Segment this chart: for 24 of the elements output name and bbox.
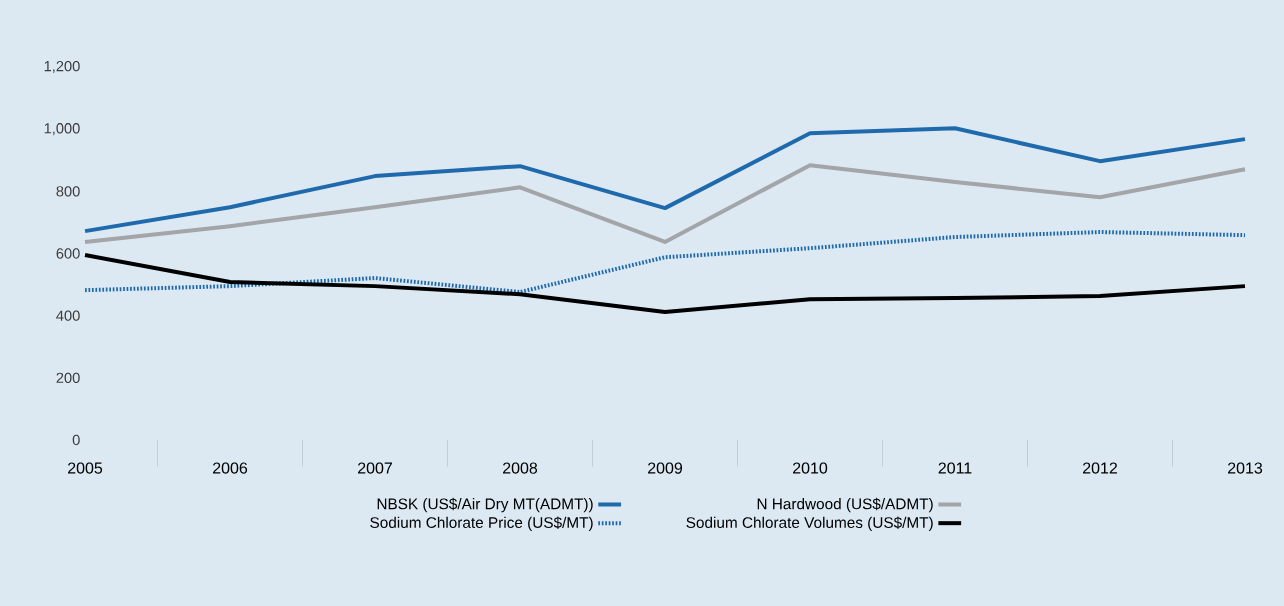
x-tick-label: 2008 [503,462,538,474]
x-tick-label: 2006 [213,462,248,474]
legend-label: Sodium Chlorate Price (US$/MT) [370,516,593,532]
line-series [83,163,1247,244]
line-series [83,230,1247,295]
line-series [83,126,1247,234]
x-tick-label: 2007 [358,462,392,474]
y-tick-label: 1,000 [44,123,80,136]
y-tick-label: 400 [56,310,80,321]
legend-label: Sodium Chlorate Volumes (US$/MT) [686,516,933,532]
x-tick-label: 2010 [793,462,828,474]
legend-label: N Hardwood (US$/ADMT) [757,497,933,513]
y-tick-label: 1,200 [44,60,80,74]
x-tick-label: 2009 [648,462,683,474]
y-tick-label: 0 [72,434,80,446]
y-tick-label: 600 [56,248,80,259]
x-tick-label: 2012 [1083,462,1117,474]
x-tick-label: 2013 [1228,462,1263,474]
line-series [83,253,1247,314]
legend-label: NBSK (US$/Air Dry MT(ADMT)) [377,497,593,513]
y-tick-label: 800 [56,186,80,197]
x-tick-label: 2011 [938,462,972,474]
y-tick-label: 200 [56,372,80,384]
x-tick-label: 2005 [68,462,103,474]
